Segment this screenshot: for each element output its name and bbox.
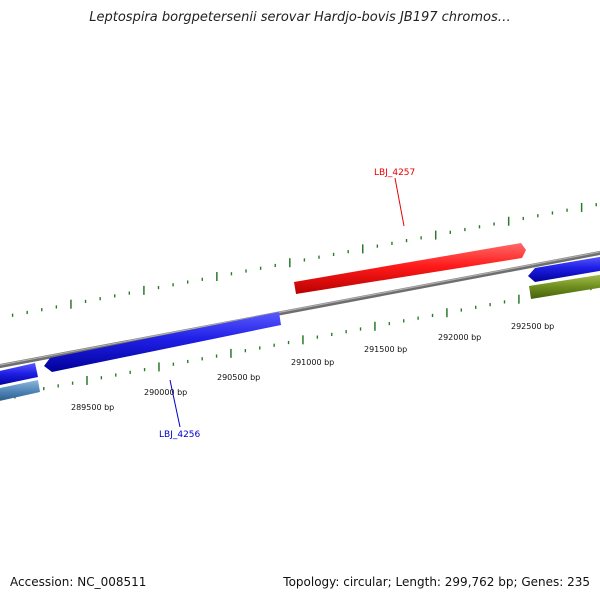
tick-label: 292500 bp (511, 322, 554, 331)
gene-olive[interactable] (529, 274, 600, 299)
inner-tick-track (14, 281, 592, 399)
tick-label: 289500 bp (71, 403, 114, 412)
gene-label-lbj-4256[interactable]: LBJ_4256 (159, 430, 201, 440)
chromosome-backbone (0, 250, 600, 369)
outer-tick-track (11, 202, 597, 317)
gene-light-blue[interactable] (0, 380, 40, 402)
accession-text: Accession: NC_008511 (10, 575, 147, 589)
tick-label: 290500 bp (217, 373, 260, 382)
tick-label: 292000 bp (438, 333, 481, 342)
topology-text: Topology: circular; Length: 299,762 bp; … (283, 575, 590, 589)
chromosome-title: Leptospira borgpetersenii serovar Hardjo… (89, 10, 511, 25)
gene-lbj-4257[interactable] (294, 243, 526, 294)
label-line-lbj-4257 (394, 177, 405, 227)
tick-label: 291000 bp (291, 358, 334, 367)
gene-right-reverse[interactable] (528, 256, 600, 282)
tick-label: 291500 bp (364, 345, 407, 354)
gene-left-reverse[interactable] (0, 363, 38, 386)
label-line-lbj-4256 (169, 379, 181, 428)
gene-label-lbj-4257[interactable]: LBJ_4257 (374, 168, 415, 178)
tick-label: 290000 bp (144, 388, 187, 397)
gene-lbj-4256[interactable] (44, 312, 281, 372)
